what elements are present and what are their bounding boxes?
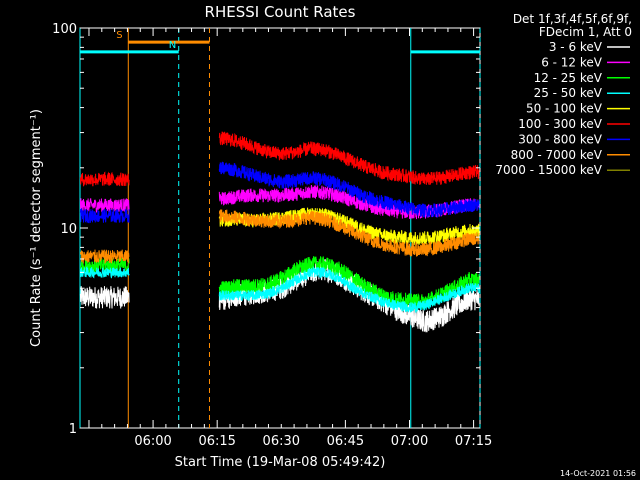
series-lines [79, 131, 480, 333]
series-pre-gap-25-50-kev [79, 265, 130, 279]
series-800-7000-kev [79, 209, 480, 264]
series-pre-gap-100-300-kev [79, 171, 130, 187]
series-25-50-kev [79, 265, 480, 314]
series-pre-gap-300-800-kev [79, 207, 130, 224]
series-pre-gap-800-7000-kev [79, 249, 130, 264]
x-tick-label-06-30: 06:30 [263, 434, 300, 449]
y-axis-label: Count Rate (s⁻¹ detector segment⁻¹) [29, 109, 44, 347]
annotation-label-n: N [169, 40, 176, 51]
series-main-100-300-kev [218, 131, 480, 186]
x-tick-label-07-00: 07:00 [391, 434, 428, 449]
series-12-25-kev [79, 256, 480, 310]
legend-header-line-1: Det 1f,3f,4f,5f,6f,9f, [513, 12, 632, 26]
legend-label-3-6-kev: 3 - 6 keV [549, 40, 603, 54]
legend-label-7000-15000-kev: 7000 - 15000 keV [495, 163, 602, 177]
x-tick-label-06-45: 06:45 [327, 434, 364, 449]
legend-label-25-50-kev: 25 - 50 keV [534, 86, 603, 100]
x-axis-label: Start Time (19-Mar-08 05:49:42) [175, 455, 386, 470]
series-main-800-7000-kev [218, 209, 480, 257]
x-axis-ticks: 06:00 06:15 06:30 06:45 07:00 07:15 [88, 28, 492, 449]
legend-header-line-2: FDecim 1, Att 0 [539, 25, 632, 39]
series-pre-gap-6-12-kev [79, 198, 130, 214]
y-tick-label-10: 10 [60, 222, 77, 237]
footer-timestamp: 14-Oct-2021 01:56 [560, 469, 636, 478]
y-axis-ticks: 1 10 100 [52, 22, 480, 437]
vertical-markers [79, 28, 481, 428]
annotation-label-s: S [116, 30, 122, 41]
series-100-300-kev [79, 131, 480, 187]
legend-label-800-7000-kev: 800 - 7000 keV [511, 148, 603, 162]
series-main-300-800-kev [218, 161, 480, 219]
x-tick-label-06-15: 06:15 [198, 434, 235, 449]
series-300-800-kev [79, 161, 480, 224]
legend-label-300-800-kev: 300 - 800 keV [518, 132, 602, 146]
legend-label-12-25-kev: 12 - 25 keV [534, 71, 603, 85]
x-tick-label-06-00: 06:00 [134, 434, 171, 449]
legend-label-50-100-kev: 50 - 100 keV [526, 102, 603, 116]
series-6-12-kev [79, 184, 480, 220]
legend-label-100-300-kev: 100 - 300 keV [518, 117, 602, 131]
legend: Det 1f,3f,4f,5f,6f,9f, FDecim 1, Att 0 3… [495, 12, 632, 177]
legend-label-6-12-kev: 6 - 12 keV [541, 55, 603, 69]
series-main-25-50-kev [218, 265, 480, 314]
series-pre-gap-3-6-kev [79, 286, 130, 309]
y-tick-label-1: 1 [69, 422, 77, 437]
x-tick-label-07-15: 07:15 [455, 434, 492, 449]
y-tick-label-100: 100 [52, 22, 77, 37]
annotations: SN [80, 30, 480, 54]
chart-title: RHESSI Count Rates [205, 3, 356, 21]
